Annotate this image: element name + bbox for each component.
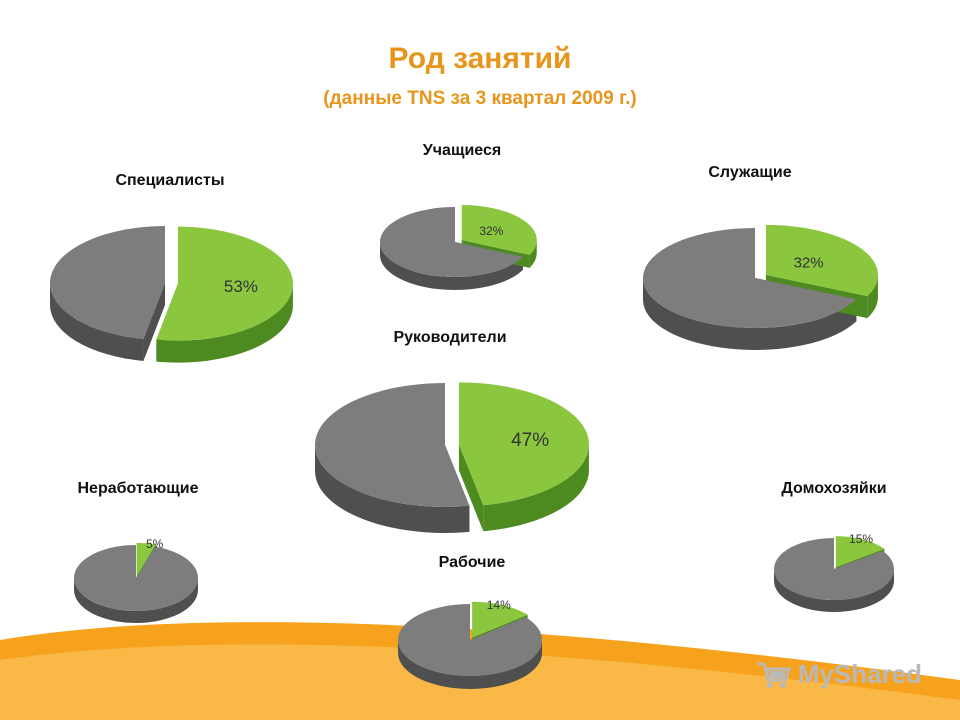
- watermark: MyShared: [756, 659, 922, 690]
- pie-7: [774, 536, 894, 612]
- pie-4: [314, 382, 589, 533]
- pie-1-share-slice: [156, 226, 293, 341]
- pie-2-share-side: [529, 239, 537, 268]
- pie-7-share-slice: [835, 536, 885, 568]
- pie-value-label: 5%: [145, 537, 164, 552]
- pie-value-label: 15%: [849, 531, 874, 546]
- pie-4-share-wall: [458, 444, 484, 532]
- pie-3-rest-side: [643, 278, 857, 350]
- pie-4-rest-slice: [314, 383, 470, 507]
- pie-title: Учащиеся: [422, 142, 502, 159]
- pie-6-rest-side: [398, 640, 542, 689]
- pie-3-share-side: [867, 274, 878, 319]
- pie-7-rest-side: [774, 569, 894, 612]
- page-title: Род занятий: [388, 42, 572, 75]
- pie-title: Рабочие: [438, 554, 506, 571]
- page-subtitle: (данные TNS за 3 квартал 2009 г.): [323, 88, 637, 109]
- pie-2: [380, 204, 537, 290]
- pie-4-share-side: [483, 444, 589, 532]
- pie-title: Специалисты: [115, 172, 225, 189]
- pie-3: [643, 224, 878, 350]
- pie-value-label: 32%: [793, 254, 824, 272]
- pie-5: [74, 542, 199, 623]
- pie-value-label: 32%: [479, 224, 504, 239]
- pie-5-rest-slice: [74, 545, 199, 611]
- pie-value-label: 53%: [223, 276, 258, 296]
- pie-2-share-slice: [461, 204, 537, 255]
- pie-5-share-slice: [136, 542, 156, 576]
- pie-1-rest-side: [50, 283, 144, 361]
- pie-title: Служащие: [708, 164, 792, 181]
- cart-icon: [757, 662, 791, 688]
- pie-title: Руководители: [393, 329, 507, 346]
- pie-2-rest-side: [380, 242, 523, 290]
- pie-5-rest-side: [74, 578, 198, 623]
- pie-1: [49, 226, 293, 363]
- pie-1-share-side: [156, 283, 293, 363]
- pie-4-share-slice: [458, 382, 589, 506]
- pie-7-rest-slice: [774, 538, 894, 600]
- pie-6: [398, 601, 543, 689]
- pie-title: Домохозяйки: [781, 480, 887, 497]
- pies-layer: [49, 204, 894, 689]
- pie-title: Неработающие: [77, 480, 199, 497]
- pie-2-rest-slice: [380, 207, 523, 277]
- pie-value-label: 14%: [486, 597, 511, 612]
- pie-3-rest-slice: [643, 228, 857, 328]
- pie-1-rest-wall: [143, 283, 165, 361]
- watermark-text: MyShared: [797, 659, 922, 689]
- pie-1-rest-slice: [49, 226, 165, 339]
- pie-value-label: 47%: [511, 430, 550, 452]
- pie-3-share-slice: [765, 224, 878, 297]
- pie-6-share-slice: [472, 601, 528, 638]
- pie-6-rest-slice: [398, 604, 543, 677]
- pie-4-rest-side: [315, 445, 470, 533]
